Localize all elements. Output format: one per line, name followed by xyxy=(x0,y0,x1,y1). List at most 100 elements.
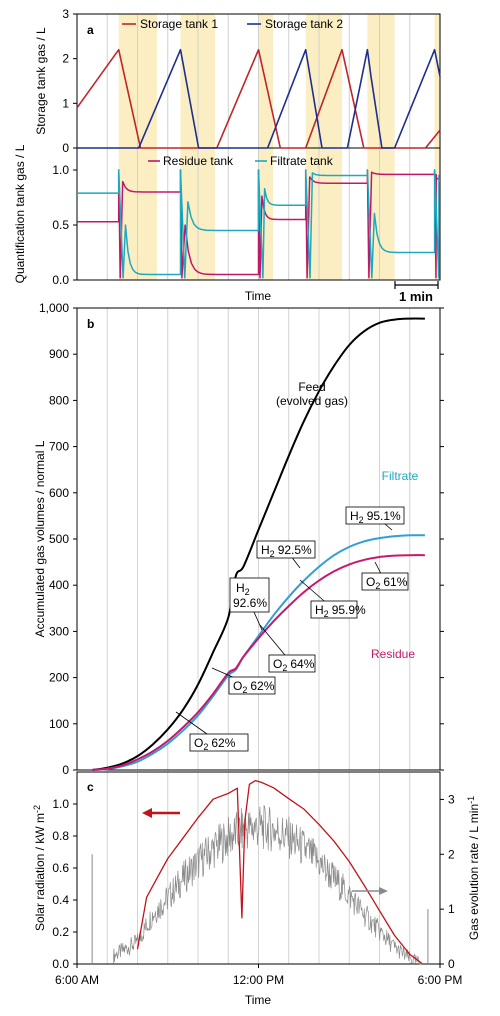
panel-a-top-ytick-label: 2 xyxy=(62,52,69,66)
panel-a-top-ytick-label: 1 xyxy=(62,96,69,110)
panel-label-c: c xyxy=(87,780,94,794)
panel-c-ytick-left-label: 1.0 xyxy=(52,797,69,811)
panel-b-ytick-label: 900 xyxy=(49,347,69,361)
o2-61-callout-species: O xyxy=(273,657,282,671)
filtrate-tank-line xyxy=(77,169,441,279)
panel-b-ytick-label: 500 xyxy=(49,532,69,546)
solar-radiation-axis-arrow-head xyxy=(142,808,152,818)
h2-92-5-callout-value: 92.5% xyxy=(278,543,312,557)
h2-92-5-callout-box xyxy=(256,540,316,559)
panel-a-legend-label: Storage tank 1 xyxy=(140,17,218,31)
gas-evolution-axis-arrow-head xyxy=(379,887,388,895)
panel-c-xlabel: Time xyxy=(245,993,272,1007)
o2-62-callout-upper: H2 95.9% xyxy=(315,603,366,619)
panel-a-bottom-ytick-label: 0.5 xyxy=(52,218,69,232)
o2-62-callout-lower: O2 62% xyxy=(233,679,275,695)
panel-b-ytick-label: 600 xyxy=(49,486,69,500)
h2-95-9-callout-subscript: 2 xyxy=(203,742,208,752)
h2-92-6-callout-subscript: 2 xyxy=(245,587,250,597)
panel-b-ytick-label: 400 xyxy=(49,578,69,592)
panel-label-b: b xyxy=(87,317,94,331)
panel-c-ytick-right-label: 2 xyxy=(448,847,455,861)
o2-62-callout-lower-box xyxy=(228,676,276,695)
panel-c-ytick-left-label: 0.6 xyxy=(52,861,69,875)
panel-c-xtick-label: 6:00 PM xyxy=(418,973,463,987)
h2-95-1-callout-value: 95.1% xyxy=(367,509,401,523)
panel-a-top-ytick-label: 0 xyxy=(62,141,69,155)
panel-c-xtick-label: 12:00 PM xyxy=(233,973,284,987)
panel-c-ylabel-left-sup: -2 xyxy=(32,805,42,813)
panel-b-ytick-label: 300 xyxy=(49,624,69,638)
solar-radiation-line xyxy=(136,779,423,964)
h2-95-9-callout-value: 62% xyxy=(211,736,235,750)
o2-61-callout-box xyxy=(268,654,316,673)
h2-92-6-callout-species: H xyxy=(236,581,245,595)
scale-bar-label: 1 min xyxy=(399,289,433,304)
panel-b-ytick-label: 800 xyxy=(49,393,69,407)
o2-61-callout-subscript: 2 xyxy=(282,663,287,673)
storage-tank-2-line xyxy=(77,48,441,149)
panel-a-shading-band xyxy=(305,14,342,280)
h2-92-6-callout-species-line: H2 xyxy=(236,581,250,597)
panel-a-top-ylabel: Storage tank gas / L xyxy=(34,27,48,135)
filtrate-annotation: Filtrate xyxy=(382,469,419,483)
h2-92-5-callout-subscript: 2 xyxy=(270,549,275,559)
o2-62-callout-upper-value: 95.9% xyxy=(332,603,366,617)
panel-c-ylabel-right-text: Gas evolution rate / L min xyxy=(467,804,481,940)
panel-label-a: a xyxy=(87,23,94,37)
o2-64-callout-value: 61% xyxy=(383,575,407,589)
panel-a-legend-label: Storage tank 2 xyxy=(265,17,343,31)
panel-c-ytick-left-label: 0.4 xyxy=(52,893,69,907)
feed-annotation: Feed xyxy=(298,380,325,394)
panel-b-ytick-label: 100 xyxy=(49,717,69,731)
h2-95-1-callout-subscript: 2 xyxy=(359,515,364,525)
o2-62-callout-upper-box xyxy=(310,600,358,619)
panel-a-bottom-ylabel: Quantification tank gas / L xyxy=(13,144,27,283)
panel-a-bottom-legend-label: Filtrate tank xyxy=(270,154,334,168)
h2-95-9-callout: O2 62% xyxy=(194,736,236,752)
o2-62-callout-lower-species: O xyxy=(233,679,242,693)
storage-tank-1-line xyxy=(76,48,441,149)
panel-a-xlabel: Time xyxy=(245,289,272,303)
h2-95-1-callout-species: H xyxy=(350,509,359,523)
panel-c-ytick-left-label: 0.8 xyxy=(52,829,69,843)
h2-92-5-callout-species: H xyxy=(261,543,270,557)
panel-b-ylabel: Accumulated gas volumes / normal L xyxy=(33,440,47,637)
h2-92-6-callout-box xyxy=(229,577,270,613)
residue-tank-line xyxy=(77,169,441,279)
o2-62-callout-upper-subscript: 2 xyxy=(324,609,329,619)
panel-b-residue-line xyxy=(92,554,425,771)
o2-61-callout: O2 64% xyxy=(273,657,315,673)
h2-95-9-callout-species: O xyxy=(194,736,203,750)
feed-annotation-sub: (evolved gas) xyxy=(276,394,348,408)
panel-c-ytick-left-label: 0.0 xyxy=(52,957,69,971)
h2-95-1-callout: H2 95.1% xyxy=(350,509,401,525)
panel-a-bottom-ytick-label: 1.0 xyxy=(52,163,69,177)
o2-64-callout-subscript: 2 xyxy=(375,581,380,591)
residue-annotation: Residue xyxy=(371,647,415,661)
panel-c-ytick-right-label: 0 xyxy=(448,957,455,971)
panel-c-ylabel-left: Solar radiation / kW m-2 xyxy=(32,805,47,931)
o2-62-callout-upper-species: H xyxy=(315,603,324,617)
panel-c-ylabel-right-sup: -1 xyxy=(466,796,476,804)
panel-b-ytick-label: 0 xyxy=(62,763,69,777)
h2-92-5-callout: H2 92.5% xyxy=(261,543,312,559)
panel-a-shading-band xyxy=(434,14,440,280)
panel-c-xtick-label: 6:00 AM xyxy=(55,973,99,987)
h2-95-1-callout-box xyxy=(345,506,405,525)
panel-c-ytick-left-label: 0.2 xyxy=(52,925,69,939)
o2-64-callout-species: O xyxy=(366,575,375,589)
panel-a-top-ytick-label: 3 xyxy=(62,7,69,21)
o2-61-callout-value: 64% xyxy=(290,657,314,671)
h2-92-6-callout-leader xyxy=(253,611,263,631)
gas-evolution-rate-line xyxy=(112,805,422,965)
panel-c-ylabel-right: Gas evolution rate / L min-1 xyxy=(466,796,481,940)
panel-a-bottom-ytick-label: 0.0 xyxy=(52,273,69,287)
o2-62-callout-lower-value: 62% xyxy=(250,679,274,693)
h2-95-9-callout-box xyxy=(189,733,249,752)
panel-c-ytick-right-label: 3 xyxy=(448,792,455,806)
panel-b-ytick-label: 1,000 xyxy=(39,301,69,315)
panel-b-feed-line xyxy=(91,317,425,771)
o2-62-callout-lower-subscript: 2 xyxy=(242,685,247,695)
